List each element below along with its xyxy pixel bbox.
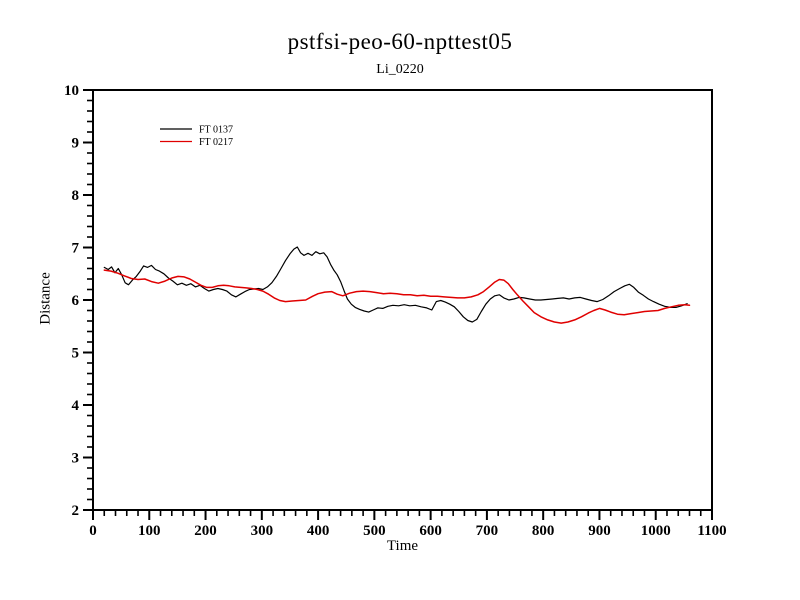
x-tick-label: 100 <box>138 523 161 539</box>
legend-label: FT 0217 <box>199 137 233 148</box>
y-tick-label: 7 <box>72 241 80 257</box>
y-tick-label: 6 <box>72 293 80 309</box>
x-tick-label: 900 <box>588 523 611 539</box>
x-tick-label: 600 <box>419 523 442 539</box>
x-tick-label: 1100 <box>697 523 726 539</box>
y-tick-label: 5 <box>72 346 80 362</box>
chart-subtitle: Li_0220 <box>376 62 424 77</box>
x-tick-label: 300 <box>251 523 274 539</box>
y-tick-label: 2 <box>72 503 80 519</box>
x-tick-label: 500 <box>363 523 386 539</box>
x-tick-label: 800 <box>532 523 555 539</box>
x-tick-label: 700 <box>476 523 499 539</box>
x-tick-label: 200 <box>194 523 217 539</box>
series-line-ft-0217 <box>103 269 691 324</box>
y-tick-label: 8 <box>72 188 80 204</box>
y-tick-label: 4 <box>72 398 80 414</box>
y-axis-label: Distance <box>37 272 54 325</box>
x-tick-label: 1000 <box>641 523 671 539</box>
series-line-ft-0137 <box>103 246 688 323</box>
y-tick-label: 10 <box>64 83 79 99</box>
plot-frame <box>92 89 713 511</box>
y-tick-label: 9 <box>72 136 80 152</box>
legend-label: FT 0137 <box>199 125 233 136</box>
x-axis-label: Time <box>386 538 419 554</box>
x-tick-label: 0 <box>89 523 97 539</box>
y-tick-label: 3 <box>72 451 80 467</box>
x-axis-ticks: 0 100 200 300 400 500 600 700 800 900 1000 1100 <box>89 511 727 539</box>
y-axis-ticks: 2 3 4 5 6 7 8 9 10 <box>64 83 92 519</box>
x-tick-label: 400 <box>307 523 330 539</box>
chart-title: pstfsi-peo-60-npttest05 <box>287 29 513 54</box>
